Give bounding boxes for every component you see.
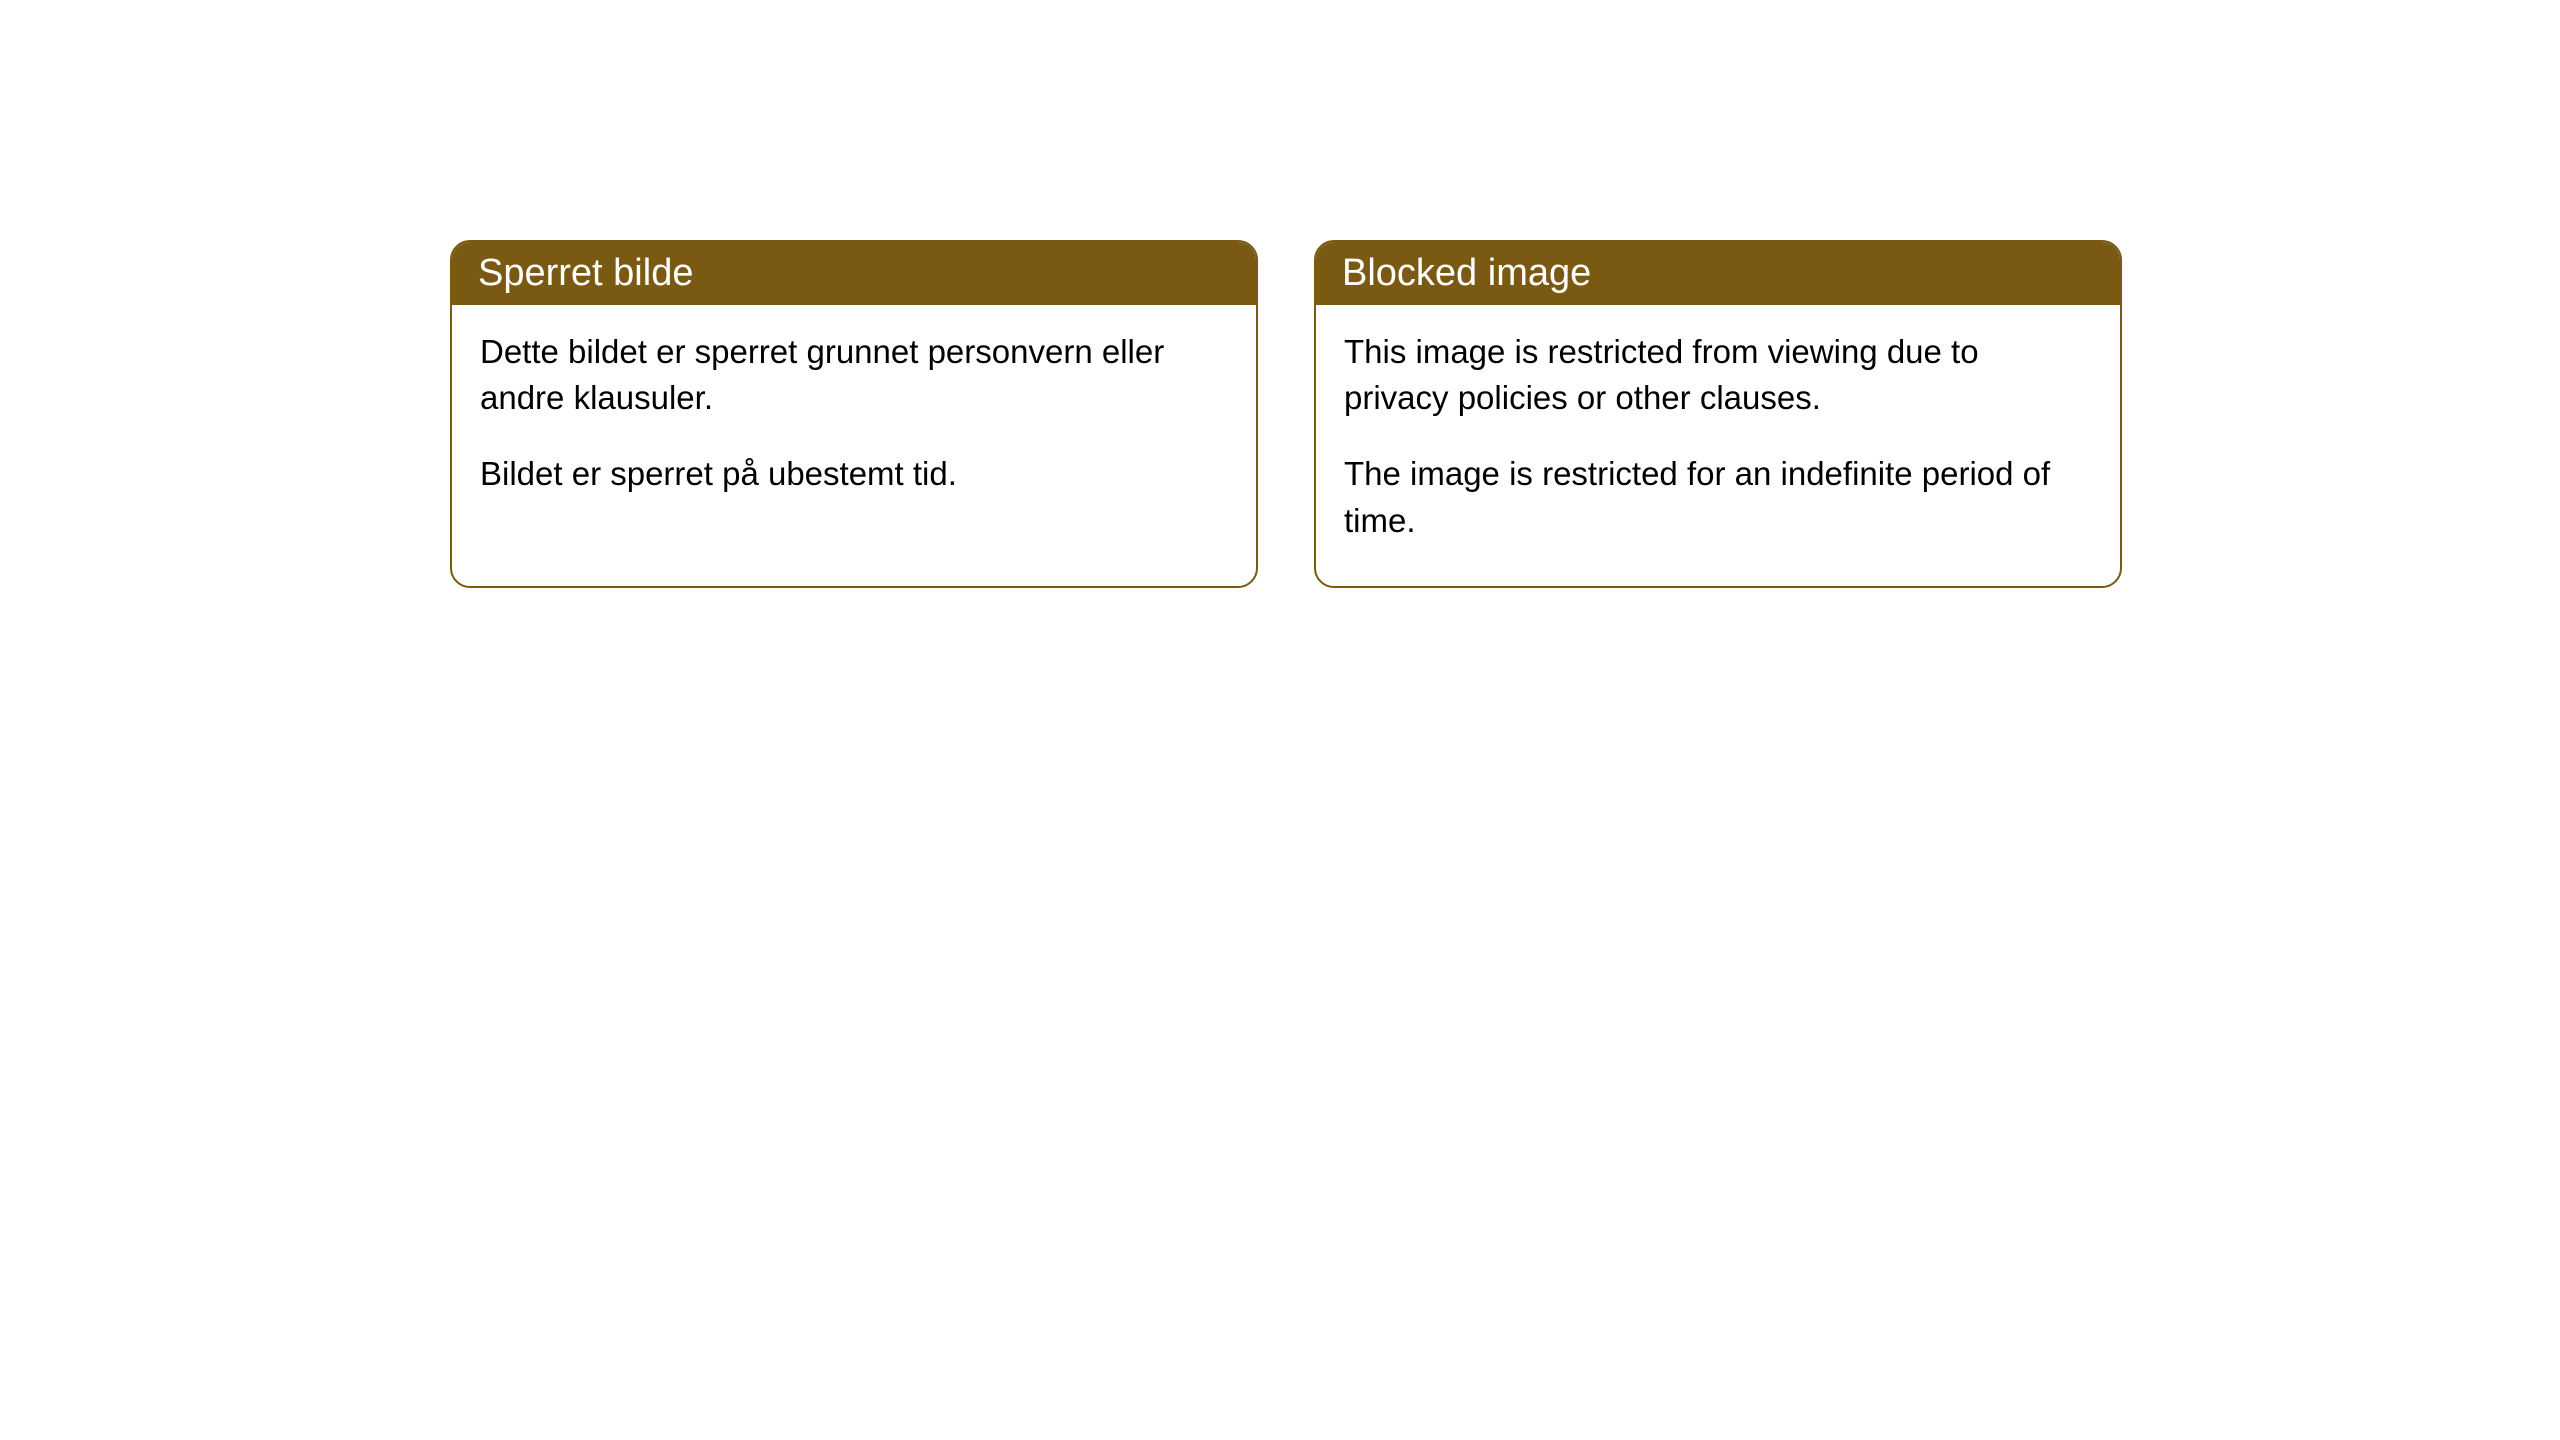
notice-card-english: Blocked image This image is restricted f… [1314,240,2122,588]
card-header: Blocked image [1316,242,2120,305]
notice-cards-container: Sperret bilde Dette bildet er sperret gr… [450,240,2122,588]
card-body: This image is restricted from viewing du… [1316,305,2120,586]
card-paragraph: Bildet er sperret på ubestemt tid. [480,451,1228,497]
card-paragraph: The image is restricted for an indefinit… [1344,451,2092,543]
notice-card-norwegian: Sperret bilde Dette bildet er sperret gr… [450,240,1258,588]
card-body: Dette bildet er sperret grunnet personve… [452,305,1256,540]
card-paragraph: This image is restricted from viewing du… [1344,329,2092,421]
card-header: Sperret bilde [452,242,1256,305]
card-title: Sperret bilde [478,252,693,294]
card-title: Blocked image [1342,252,1591,294]
card-paragraph: Dette bildet er sperret grunnet personve… [480,329,1228,421]
